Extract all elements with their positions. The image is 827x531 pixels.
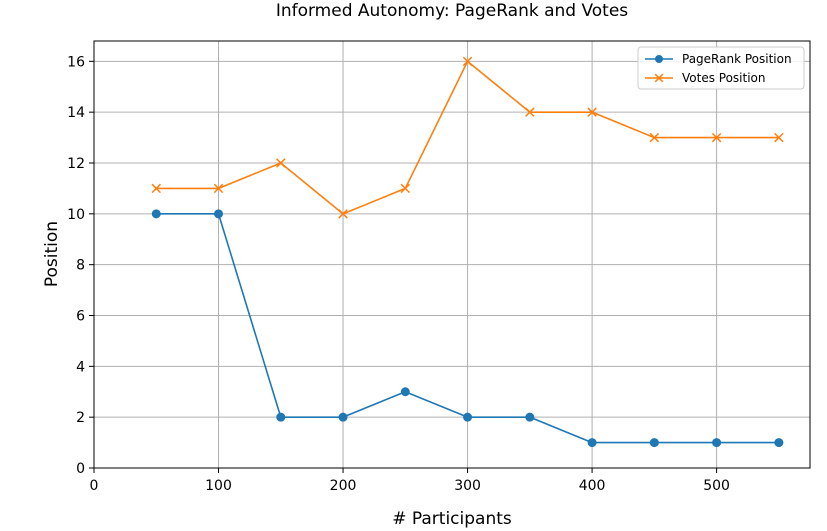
data-point xyxy=(654,73,664,83)
data-point xyxy=(276,412,286,422)
data-point xyxy=(712,438,722,448)
data-point-stroke xyxy=(587,107,597,117)
x-tick-label: 100 xyxy=(205,478,232,494)
data-point-stroke xyxy=(151,183,161,194)
legend-label: PageRank Position xyxy=(682,52,792,66)
data-point-stroke xyxy=(525,107,535,117)
data-point-stroke xyxy=(654,73,664,83)
data-point xyxy=(213,183,224,194)
x-tick-label: 200 xyxy=(330,478,357,494)
y-tick-label: 12 xyxy=(67,156,85,172)
data-point-stroke xyxy=(649,132,660,143)
x-tick-label: 500 xyxy=(703,478,730,494)
y-tick-label: 16 xyxy=(67,54,85,70)
legend: PageRank Position Votes Position xyxy=(637,46,805,90)
y-tick-label: 8 xyxy=(76,258,85,274)
data-point-stroke xyxy=(338,209,348,219)
data-point-stroke xyxy=(711,132,722,143)
data-point xyxy=(463,412,473,422)
data-point xyxy=(525,412,535,422)
y-tick-label: 0 xyxy=(76,461,85,477)
data-point xyxy=(151,183,161,194)
series-markers xyxy=(151,56,784,448)
y-tick-label: 4 xyxy=(76,359,85,375)
data-point xyxy=(400,183,411,194)
data-point xyxy=(400,387,410,397)
y-axis-label: Position xyxy=(42,221,62,287)
data-point xyxy=(655,55,663,63)
x-tick-label: 0 xyxy=(90,478,99,494)
y-tick-label: 2 xyxy=(76,410,85,426)
data-point xyxy=(276,158,286,168)
data-point xyxy=(462,56,473,67)
legend-box xyxy=(637,46,805,90)
grid xyxy=(93,41,810,469)
data-point xyxy=(338,209,348,219)
data-point xyxy=(587,107,597,117)
data-point-stroke xyxy=(213,183,224,194)
data-point-stroke xyxy=(276,158,286,168)
y-tick-label: 6 xyxy=(76,309,85,325)
plot-frame xyxy=(93,40,811,469)
data-point-stroke xyxy=(462,56,473,67)
chart-title: Informed Autonomy: PageRank and Votes xyxy=(276,1,628,21)
y-tick-label: 10 xyxy=(67,207,85,223)
data-point xyxy=(151,209,161,219)
x-axis: 0 100 200 300 400 500 xyxy=(90,468,730,494)
data-point-stroke xyxy=(774,132,784,143)
data-point xyxy=(525,107,535,117)
x-tick-label: 400 xyxy=(579,478,606,494)
data-point xyxy=(338,412,348,422)
data-point xyxy=(774,132,784,143)
x-axis-label: # Participants xyxy=(392,509,512,529)
x-tick-label: 300 xyxy=(454,478,481,494)
data-point-stroke xyxy=(400,183,411,194)
data-point xyxy=(774,438,784,448)
data-point xyxy=(587,438,597,448)
legend-label: Votes Position xyxy=(682,71,766,85)
data-point xyxy=(214,209,224,219)
y-tick-label: 14 xyxy=(67,105,85,121)
data-point xyxy=(649,132,660,143)
data-point xyxy=(649,438,659,448)
y-axis: 0 2 4 6 8 10 12 14 16 xyxy=(67,54,94,477)
data-point xyxy=(711,132,722,143)
